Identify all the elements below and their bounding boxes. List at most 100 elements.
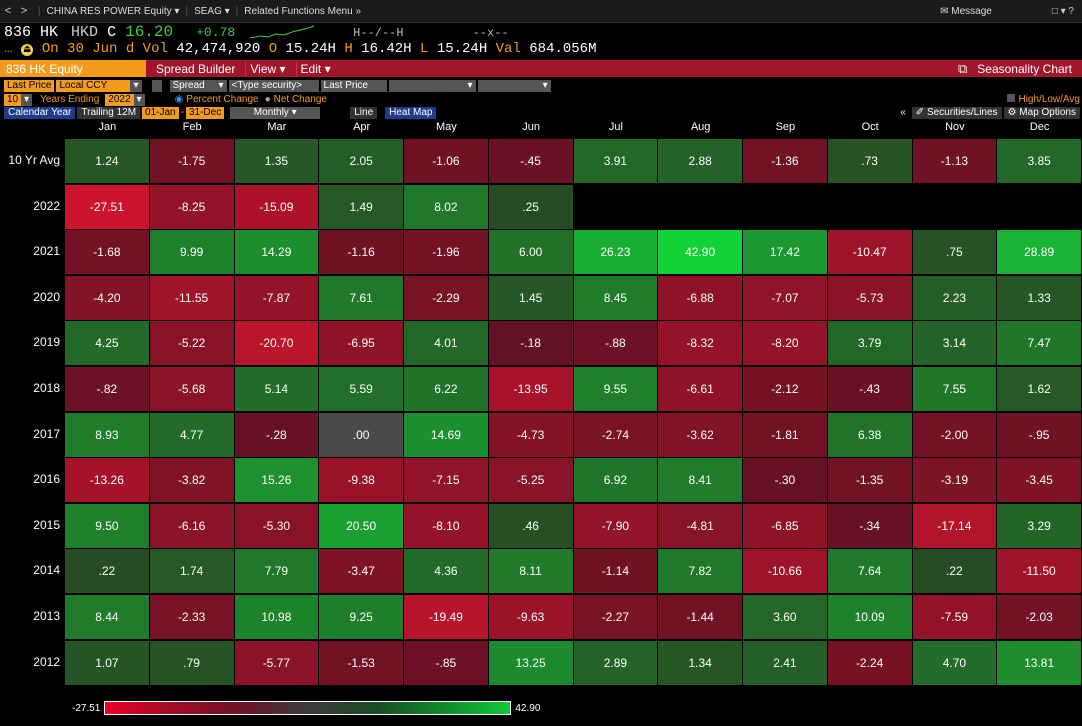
heatmap-cell: -.43 [827,367,913,411]
field-select[interactable]: Last Price [4,79,55,92]
heatmap-cell: .73 [827,139,913,183]
heatmap-cell: 5.14 [234,367,320,411]
month-header: Oct [861,121,879,133]
heatmap-cell: 28.89 [997,230,1082,275]
back-button[interactable]: < [4,5,12,17]
heatmap-cell: 3.85 [997,139,1082,183]
parameter-row-period: 10 ▾ Years Ending 2022 ▾ ◉ Percent Chang… [0,93,1082,106]
heatmap-cell: -4.81 [658,503,743,548]
period-select[interactable]: Monthly ▾ [230,106,321,119]
collapse-icon[interactable]: « [900,107,906,118]
heatmap-cell: -.95 [997,412,1082,457]
heatmap-cell: -19.49 [404,595,489,639]
high-price: 16.42H [361,41,412,57]
spread-checkbox[interactable] [151,79,162,92]
trailing-12m-button[interactable]: Trailing 12M [77,106,141,119]
edit-menu[interactable]: Edit ▾ [295,61,335,76]
bid-ask: H--/--H [353,26,404,40]
dots-icon: … [4,41,13,57]
empty-select-2[interactable] [477,79,540,92]
heatmap-cell-empty [827,184,913,229]
row-label: 2012 [33,654,60,669]
year-end-dropdown[interactable]: ▾ [133,93,145,106]
heatmap-cell: -3.19 [912,458,998,503]
empty-dropdown-1[interactable]: ▾ [464,79,476,92]
related-functions-menu[interactable]: Related Functions Menu » [244,5,362,17]
view-menu[interactable]: View ▾ [245,61,289,76]
heatmap-cell-empty [912,184,998,229]
month-header: May [435,121,457,133]
heatmap-cell: -2.12 [743,367,828,411]
export-icon[interactable]: ⧉ [957,60,968,76]
currency: HKD [71,24,99,41]
legend-max: 42.90 [515,702,541,714]
currency-select[interactable]: Local CCY [56,79,131,92]
heatmap-cell: 15.26 [234,458,320,503]
empty-dropdown-2[interactable]: ▾ [539,79,551,92]
heatmap-cell: 7.55 [912,367,998,411]
net-change-radio[interactable]: ● [264,94,271,105]
securities-lines-button[interactable]: ✐ Securities/Lines [911,106,1002,119]
security-input[interactable]: <Type security> [228,79,319,92]
value-label: Val [495,41,521,57]
year-end-input[interactable]: 2022 [105,93,134,106]
function-menu[interactable]: SEAG ▾ [194,5,230,17]
years-dropdown[interactable]: ▾ [21,93,33,106]
heatmap-cell: -6.88 [658,275,743,320]
message-button[interactable]: ✉ Message [940,5,992,17]
security-menu[interactable]: CHINA RES POWER Equity ▾ [46,5,180,17]
heatmap-cell: .75 [912,230,998,275]
month-header: Jul [608,121,623,133]
map-options-button[interactable]: ⚙ Map Options [1003,106,1080,119]
calendar-year-button[interactable]: Calendar Year [4,106,76,119]
heatmap-cell: -.34 [827,503,913,548]
heatmap-cell: 3.60 [743,595,828,639]
heatmap-cell: 1.24 [65,139,150,183]
heatmap-row: 4.25 -5.22 -20.70 -6.95 4.01 -.18 -.88 -8.32 -8.… [65,321,1082,366]
heatmap-cell: -8.10 [404,503,489,548]
spread-builder-button[interactable]: Spread Builder [156,61,236,76]
window-controls[interactable]: □ ▾ ? [1051,5,1074,17]
heatmap-cell: -2.24 [827,640,913,685]
heatmap-cell: -.18 [488,321,574,366]
heatmap-cell: 3.29 [997,503,1082,548]
percent-change-radio[interactable]: ◉ [174,94,184,105]
spread-select[interactable]: Spread [169,79,216,92]
heat-map-button[interactable]: Heat Map [385,106,437,119]
heatmap-cell: -7.07 [743,275,828,320]
heatmap-cell: -11.50 [997,549,1082,594]
heatmap-cell: -7.90 [573,503,659,548]
heatmap-cell: -11.55 [149,275,235,320]
heatmap-cell: 1.62 [997,367,1082,411]
currency-dropdown[interactable]: ▾ [130,79,142,92]
years-input[interactable]: 10 [4,93,22,106]
heatmap-cell: -1.16 [319,230,404,275]
spread-dropdown[interactable]: ▾ [215,79,227,92]
forward-button[interactable]: > [20,5,28,17]
second-field-select[interactable]: Last Price [320,79,387,92]
heatmap-cell: 6.22 [404,367,489,411]
heatmap-cell: -4.73 [488,412,574,457]
heatmap-cell: 2.23 [912,275,998,320]
row-label: 2020 [33,289,60,304]
heatmap-cell-empty [743,184,828,229]
heatmap-cell: 6.00 [488,230,574,275]
security-field[interactable]: 836 HK Equity [0,60,146,77]
heatmap-row: -.82 -5.68 5.14 5.59 6.22 -13.95 9.55 -6.61 -2.1… [65,367,1082,412]
separator: | [235,5,239,17]
high-low-avg-control[interactable]: High/Low/Avg [1007,94,1080,105]
heatmap-cell: -2.33 [149,595,235,639]
heatmap-row: .22 1.74 7.79 -3.47 4.36 8.11 -1.14 7.82 -10.66 7… [65,549,1082,594]
heatmap-row: 8.93 4.77 -.28.00 14.69 -4.73 -2.74 -3.62 -1.81… [65,412,1082,458]
end-date-input[interactable]: 31-Dec [185,106,225,119]
empty-select-1[interactable] [388,79,465,92]
heatmap-cell: -5.77 [234,640,320,685]
heatmap-cell: .46 [488,503,574,548]
heatmap-cell: 7.61 [319,275,404,320]
start-date-input[interactable]: 01-Jan [142,106,179,119]
heatmap-cell: -3.62 [658,412,743,457]
heatmap-cell: .25 [488,184,574,229]
quote-detail-line: … ⏏ On 30 Jun d Vol 42,474,920 O 15.24H … [4,41,596,59]
line-view-button[interactable]: Line [350,106,378,119]
month-header: Feb [182,121,202,133]
